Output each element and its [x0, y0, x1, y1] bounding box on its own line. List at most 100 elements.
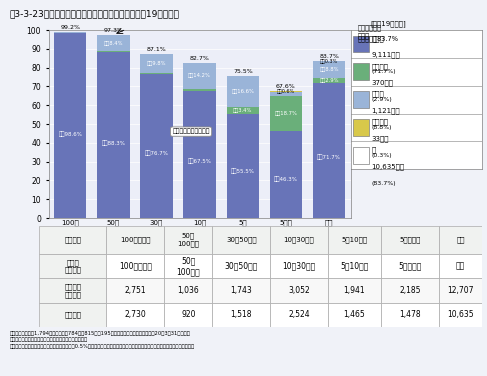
- Text: 82.7%: 82.7%: [190, 56, 209, 61]
- Bar: [164, 278, 212, 303]
- Bar: [328, 303, 381, 327]
- Text: 浄：16.6%: 浄：16.6%: [231, 89, 254, 94]
- Text: (71.7%): (71.7%): [372, 69, 396, 74]
- Text: 1,518: 1,518: [230, 311, 252, 320]
- Bar: [328, 226, 381, 254]
- Bar: [270, 278, 328, 303]
- Text: 67.6%: 67.6%: [276, 84, 296, 89]
- Text: 5万人未満: 5万人未満: [398, 262, 422, 271]
- Text: 下：88.3%: 下：88.3%: [101, 141, 125, 146]
- Bar: [212, 226, 270, 254]
- Bar: [184, 63, 216, 89]
- Text: 計: 計: [372, 146, 376, 153]
- Bar: [270, 131, 302, 218]
- Text: 農：3.4%: 農：3.4%: [233, 108, 252, 113]
- Text: コ：0.6%: コ：0.6%: [277, 89, 295, 94]
- FancyBboxPatch shape: [353, 36, 369, 52]
- Text: 100万人以上: 100万人以上: [120, 237, 150, 243]
- Bar: [381, 303, 439, 327]
- Bar: [212, 278, 270, 303]
- Text: 下：71.7%: 下：71.7%: [317, 155, 341, 160]
- Bar: [164, 226, 212, 254]
- Bar: [313, 83, 345, 218]
- Bar: [381, 226, 439, 254]
- Bar: [270, 92, 302, 96]
- Bar: [439, 254, 482, 278]
- FancyBboxPatch shape: [353, 147, 369, 164]
- Bar: [106, 303, 164, 327]
- Text: 920: 920: [181, 311, 196, 320]
- Text: 99.2%: 99.2%: [60, 25, 80, 30]
- Bar: [381, 278, 439, 303]
- Text: 97.3%: 97.3%: [103, 28, 123, 33]
- Bar: [313, 61, 345, 78]
- Text: (8.8%): (8.8%): [372, 125, 392, 130]
- Text: 浄：9.8%: 浄：9.8%: [147, 61, 166, 66]
- Bar: [140, 73, 173, 74]
- Text: 5万人未満: 5万人未満: [399, 237, 421, 243]
- Bar: [54, 33, 87, 218]
- Bar: [164, 303, 212, 327]
- Bar: [328, 278, 381, 303]
- Bar: [226, 108, 259, 114]
- Text: 2,524: 2,524: [288, 311, 310, 320]
- Text: 下：46.3%: 下：46.3%: [274, 176, 298, 182]
- Text: 1,465: 1,465: [344, 311, 365, 320]
- Bar: [39, 226, 106, 254]
- Bar: [212, 303, 270, 327]
- Bar: [381, 254, 439, 278]
- Text: コ：0.3%: コ：0.3%: [320, 59, 338, 64]
- Text: (2.9%): (2.9%): [372, 97, 393, 102]
- Text: 75.5%: 75.5%: [233, 69, 253, 74]
- Text: 2,185: 2,185: [399, 286, 421, 295]
- Text: 汚水処理施設（全体）: 汚水処理施設（全体）: [172, 129, 210, 134]
- Text: 87.1%: 87.1%: [147, 47, 167, 53]
- FancyBboxPatch shape: [353, 64, 369, 80]
- Text: 浄：14.2%: 浄：14.2%: [188, 73, 211, 79]
- Text: 1,036: 1,036: [177, 286, 199, 295]
- Text: 1,478: 1,478: [399, 311, 421, 320]
- Text: 30～50万人: 30～50万人: [226, 237, 257, 243]
- Text: 嘰3-3-23　都市規模別の汚水処理人口普及率（平成19年度末）: 嘰3-3-23 都市規模別の汚水処理人口普及率（平成19年度末）: [10, 9, 180, 18]
- Text: 市町村数: 市町村数: [64, 312, 81, 318]
- Text: 30～50万人: 30～50万人: [225, 262, 258, 271]
- Text: 処理人口
（万人）: 処理人口 （万人）: [64, 284, 81, 298]
- Bar: [184, 89, 216, 91]
- Bar: [106, 254, 164, 278]
- Text: 9,111万人: 9,111万人: [372, 52, 400, 58]
- Text: 10,635: 10,635: [447, 311, 474, 320]
- Text: コミプラ: コミプラ: [372, 118, 389, 125]
- Bar: [270, 303, 328, 327]
- Bar: [164, 254, 212, 278]
- Text: 総人口
（万人）: 総人口 （万人）: [64, 259, 81, 273]
- Text: 12,707: 12,707: [447, 286, 474, 295]
- Text: 農：18.7%: 農：18.7%: [275, 111, 298, 116]
- Bar: [313, 78, 345, 83]
- Text: 全国平均：83.7%: 全国平均：83.7%: [358, 36, 399, 42]
- Bar: [212, 254, 270, 278]
- Text: 10,635万人: 10,635万人: [372, 163, 405, 170]
- Bar: [226, 76, 259, 108]
- Bar: [184, 91, 216, 218]
- Text: 5～10万人: 5～10万人: [341, 237, 368, 243]
- Text: 下：76.7%: 下：76.7%: [145, 150, 169, 156]
- Bar: [106, 278, 164, 303]
- Text: 下水道: 下水道: [372, 35, 384, 42]
- Bar: [39, 278, 106, 303]
- Bar: [270, 226, 328, 254]
- Text: 100万人以上: 100万人以上: [119, 262, 152, 271]
- Text: 1,941: 1,941: [344, 286, 365, 295]
- Bar: [106, 226, 164, 254]
- Text: 人口規模: 人口規模: [64, 237, 81, 243]
- Text: (0.3%): (0.3%): [372, 153, 393, 158]
- Bar: [439, 278, 482, 303]
- Text: 浄：8.4%: 浄：8.4%: [104, 41, 123, 45]
- Bar: [39, 254, 106, 278]
- Text: 合計: 合計: [456, 237, 465, 243]
- FancyBboxPatch shape: [353, 119, 369, 136]
- Text: 農集排等: 農集排等: [372, 63, 389, 70]
- Bar: [270, 254, 328, 278]
- Text: 1,121万人: 1,121万人: [372, 108, 400, 114]
- Text: 下：55.5%: 下：55.5%: [231, 168, 255, 174]
- Text: 33万人: 33万人: [372, 135, 389, 142]
